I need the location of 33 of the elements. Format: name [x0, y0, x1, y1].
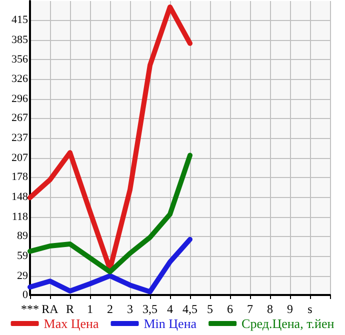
x-tick-label: RA [42, 302, 59, 316]
x-tick-label: 4 [167, 302, 173, 316]
y-tick-label: 356 [12, 53, 28, 66]
y-tick-label: 415 [12, 14, 28, 26]
x-tick-label: 4,5 [182, 302, 198, 316]
y-tick-label: 148 [12, 191, 28, 203]
y-tick-label: 178 [12, 171, 28, 184]
x-tick-label: *** [21, 302, 39, 316]
legend-label: Max Цена [44, 316, 99, 331]
y-tick-label: 385 [12, 34, 28, 46]
x-tick-label: 9 [287, 302, 293, 316]
x-tick-label: s [308, 302, 313, 316]
y-tick-label: 89 [17, 230, 28, 242]
y-tick-label: 59 [17, 250, 28, 262]
legend-label: Min Цена [144, 316, 197, 331]
y-tick-label: 207 [12, 152, 28, 164]
legend-label: Сред.Цена, т.йен [242, 316, 334, 331]
y-tick-label: 267 [12, 112, 28, 124]
y-tick-label: 237 [12, 132, 28, 144]
x-tick-label: 7 [247, 302, 253, 316]
x-tick-label: 5 [207, 302, 213, 316]
y-tick-label: 326 [12, 73, 28, 86]
x-tick-label: 3 [127, 302, 133, 316]
x-tick-label: 6 [227, 302, 233, 316]
x-tick-label: R [66, 302, 74, 316]
y-tick-label: 296 [12, 93, 28, 105]
x-tick-label: 3,5 [142, 302, 158, 316]
x-tick-label: 1 [87, 302, 93, 316]
y-tick-label: 29 [17, 270, 28, 282]
y-tick-label: 118 [12, 210, 28, 223]
y-tick-label: 0 [22, 289, 28, 301]
x-tick-label: 8 [267, 302, 273, 316]
x-tick-label: 2 [107, 302, 113, 316]
